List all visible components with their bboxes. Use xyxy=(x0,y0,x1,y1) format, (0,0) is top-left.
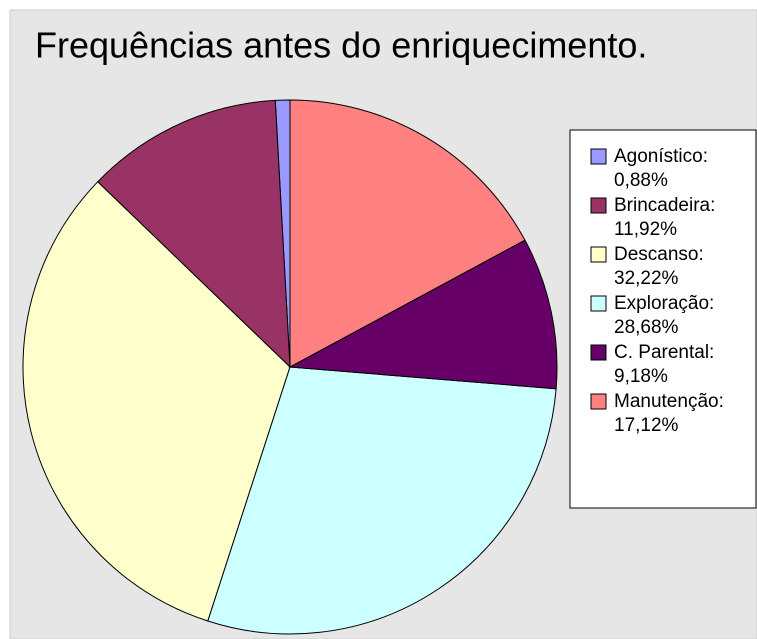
legend-label: Descanso: xyxy=(614,244,704,265)
pie-slice xyxy=(288,239,558,390)
pie-slice xyxy=(22,181,291,622)
legend-label: Brincadeira: xyxy=(614,195,715,216)
legend-value: 0,88% xyxy=(614,170,668,191)
legend-swatch xyxy=(590,393,607,410)
legend-swatch xyxy=(590,246,607,263)
legend xyxy=(569,129,757,509)
legend-label: Agonístico: xyxy=(614,146,708,167)
legend-value: 28,68% xyxy=(614,317,679,338)
legend-swatch xyxy=(590,344,607,361)
legend-value: 9,18% xyxy=(614,366,668,387)
legend-value: 32,22% xyxy=(614,268,679,289)
legend-value: 17,12% xyxy=(614,415,679,436)
legend-value: 11,92% xyxy=(614,219,677,240)
legend-label: C. Parental: xyxy=(614,342,714,363)
pie-slice xyxy=(207,366,557,635)
chart-title: Frequências antes do enriquecimento. xyxy=(35,25,647,66)
legend-swatch xyxy=(590,197,607,214)
legend-label: Exploração: xyxy=(614,293,714,314)
pie-slice xyxy=(289,99,526,368)
pie-slice xyxy=(96,99,291,369)
legend-swatch xyxy=(590,148,607,165)
legend-label: Manutenção: xyxy=(614,391,724,412)
legend-swatch xyxy=(590,295,607,312)
